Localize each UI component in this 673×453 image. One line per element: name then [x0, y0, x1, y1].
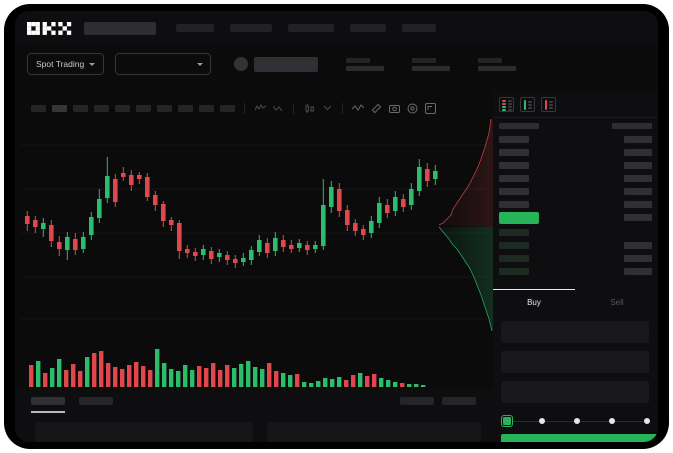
- timeframe-5[interactable]: [115, 104, 130, 112]
- submit-buy-button[interactable]: [501, 434, 658, 442]
- order-book-ask-qty: [624, 201, 652, 208]
- order-book-ask-row[interactable]: [499, 162, 529, 169]
- slider-stop-100[interactable]: [644, 417, 650, 424]
- price-chart[interactable]: [15, 119, 493, 331]
- pair-coin-avatar: [234, 57, 249, 71]
- order-book-ask-qty: [624, 175, 652, 182]
- nav-item-2[interactable]: [230, 24, 272, 32]
- nav-item-3[interactable]: [288, 24, 334, 32]
- toolbar-divider: [342, 102, 343, 114]
- timeframe-10[interactable]: [220, 104, 235, 112]
- stat-24h-volume: [478, 57, 517, 71]
- order-percent-slider[interactable]: [502, 416, 650, 426]
- tablet-screen: Spot Trading: [15, 11, 658, 442]
- tab-buy[interactable]: Buy: [493, 289, 575, 315]
- settings-icon[interactable]: [406, 103, 418, 114]
- timeframe-3[interactable]: [73, 104, 88, 112]
- last-price-value: [254, 56, 319, 72]
- order-book-header-right: [612, 123, 652, 129]
- trading-pair-select[interactable]: [115, 53, 212, 75]
- timeframe-8[interactable]: [178, 104, 193, 112]
- stat-24h-change: [346, 57, 385, 71]
- order-book-bid-qty: [624, 255, 652, 262]
- timeframe-1[interactable]: [31, 104, 46, 112]
- slider-stop-25[interactable]: [539, 417, 545, 424]
- okx-logo[interactable]: [27, 21, 73, 35]
- depth-chart-overlay: [438, 118, 493, 332]
- nav-item-4[interactable]: [350, 24, 386, 32]
- fullscreen-icon[interactable]: [424, 102, 436, 114]
- line-chart-icon[interactable]: [352, 104, 364, 112]
- timeframe-2[interactable]: [52, 104, 67, 112]
- toolbar-divider: [244, 102, 245, 114]
- timeframe-6[interactable]: [136, 104, 151, 112]
- depth-area-series: [438, 118, 493, 332]
- orders-tab-bar: [15, 389, 493, 442]
- order-amount-field[interactable]: [501, 351, 649, 373]
- bottom-action-1[interactable]: [400, 397, 434, 405]
- trading-mode-selector[interactable]: Spot Trading: [27, 53, 105, 75]
- order-book-bid-qty: [624, 268, 652, 275]
- orderbook-view-both-icon[interactable]: [499, 97, 514, 112]
- order-book-ask-row[interactable]: [499, 201, 529, 208]
- toolbar-divider: [293, 102, 294, 114]
- nav-item-5[interactable]: [402, 24, 436, 32]
- compare-icon[interactable]: [272, 104, 284, 112]
- orders-panel-right: [267, 422, 481, 442]
- trading-mode-label: Spot Trading: [36, 59, 85, 69]
- order-book-bid-row[interactable]: [499, 242, 529, 249]
- slider-handle[interactable]: [502, 416, 512, 426]
- order-price-field[interactable]: [501, 321, 649, 343]
- order-book-ask-qty: [624, 188, 652, 195]
- orderbook-view-asks-icon[interactable]: [541, 97, 556, 112]
- chevron-down-icon[interactable]: [321, 105, 333, 111]
- orders-panel-left: [35, 422, 253, 442]
- order-form-tabs: Buy Sell: [493, 289, 658, 315]
- bottom-tab-2[interactable]: [79, 397, 113, 405]
- order-book-header-left: [499, 123, 539, 129]
- volume-bar-series: [29, 349, 426, 387]
- bottom-tab-active-underline: [31, 411, 65, 413]
- volume-chart: [15, 331, 493, 389]
- timeframe-7[interactable]: [157, 104, 172, 112]
- order-book-ask-row[interactable]: [499, 188, 529, 195]
- candlestick-type-icon[interactable]: [303, 103, 315, 113]
- order-book-ask-qty: [624, 136, 652, 143]
- order-book-ask-row[interactable]: [499, 175, 529, 182]
- camera-icon[interactable]: [388, 103, 400, 113]
- order-book-bid-qty: [624, 242, 652, 249]
- indicator-icon[interactable]: [254, 104, 266, 112]
- order-book-view-modes: [493, 91, 658, 112]
- bottom-tab-1[interactable]: [31, 397, 65, 405]
- timeframe-4[interactable]: [94, 104, 109, 112]
- global-search-input[interactable]: [84, 21, 156, 35]
- nav-item-1[interactable]: [176, 24, 214, 32]
- order-book-ask-row[interactable]: [499, 136, 529, 143]
- chevron-down-icon: [197, 62, 204, 66]
- order-book-divider: [493, 117, 658, 118]
- slider-stop-50[interactable]: [574, 417, 580, 424]
- order-book-ask-qty: [624, 149, 652, 156]
- tab-sell[interactable]: Sell: [610, 297, 624, 307]
- ruler-icon[interactable]: [370, 103, 382, 114]
- order-book-ask-qty: [624, 162, 652, 169]
- order-book-ask-qty: [624, 214, 652, 221]
- chart-toolbar: [15, 97, 493, 119]
- order-book-current-price-row[interactable]: [499, 212, 539, 224]
- orderbook-view-bids-icon[interactable]: [520, 97, 535, 112]
- order-book-bid-row[interactable]: [499, 229, 529, 236]
- order-book-ask-row[interactable]: [499, 149, 529, 156]
- candlestick-series: [21, 144, 487, 320]
- top-navigation-bar: [15, 11, 658, 45]
- pair-header-bar: Spot Trading: [15, 45, 658, 83]
- order-book-bid-row[interactable]: [499, 255, 529, 262]
- bottom-action-2[interactable]: [442, 397, 476, 405]
- slider-stop-75[interactable]: [609, 417, 615, 424]
- order-book-bid-row[interactable]: [499, 268, 529, 275]
- timeframe-9[interactable]: [199, 104, 214, 112]
- stat-24h-high: [412, 57, 451, 71]
- chevron-down-icon: [89, 62, 96, 66]
- order-total-field[interactable]: [501, 381, 649, 403]
